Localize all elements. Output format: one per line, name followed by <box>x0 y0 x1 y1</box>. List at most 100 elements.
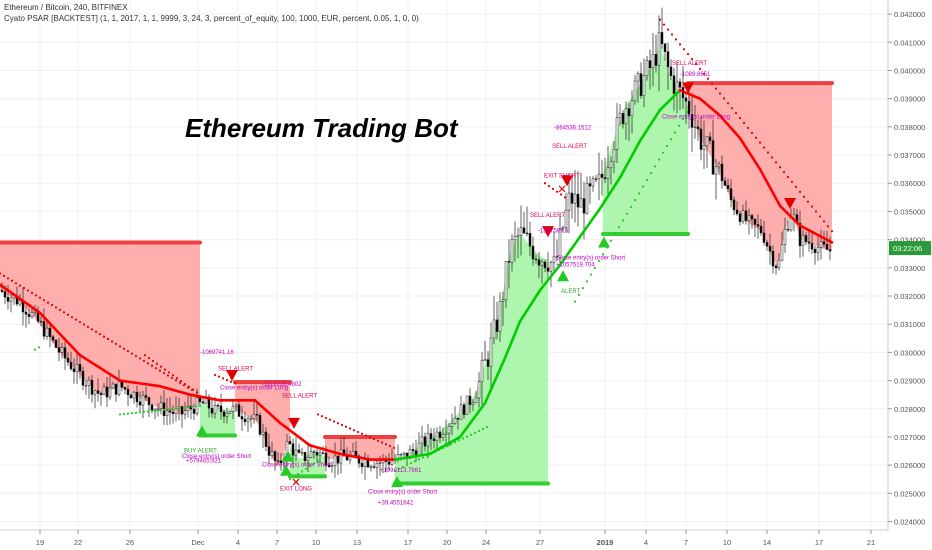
moving-average-segment <box>758 167 782 208</box>
psar-dot <box>340 423 344 427</box>
candle-down <box>774 265 778 269</box>
psar-dot <box>146 410 150 413</box>
candle-down <box>813 248 817 253</box>
psar-dot <box>360 432 364 435</box>
trade-fill-short <box>235 381 290 467</box>
candle-down <box>576 193 580 208</box>
candle-up <box>102 386 106 395</box>
x-tick-label: 4 <box>644 538 648 547</box>
y-tick-label: 0.031000 <box>894 320 925 329</box>
psar-dot <box>118 345 122 348</box>
y-tick-label: 0.039000 <box>894 95 925 104</box>
exit-cross-icon <box>558 185 566 193</box>
trade-annotation: EXIT SHORT <box>544 174 580 180</box>
x-tick-label: 7 <box>275 538 279 547</box>
candle-up <box>252 414 256 419</box>
candle-up <box>819 241 823 248</box>
indicator-line: Cyato PSAR [BACKTEST] (1, 1, 2017, 1, 1,… <box>4 14 419 23</box>
psar-dot <box>734 112 738 115</box>
psar-dot <box>186 406 190 409</box>
candle-up <box>111 383 115 389</box>
candle-down <box>495 319 499 332</box>
psar-dot <box>653 165 657 168</box>
psar-dot <box>453 441 457 444</box>
candle-up <box>369 466 373 468</box>
psar-dot <box>30 291 34 294</box>
candle-down <box>723 180 727 186</box>
psar-dot <box>217 375 221 378</box>
candle-up <box>183 410 187 415</box>
candle-down <box>66 357 70 363</box>
candle-up <box>18 300 22 305</box>
x-tick-label: 24 <box>482 538 490 547</box>
candle-down <box>219 405 223 413</box>
candle-down <box>627 108 631 117</box>
exit-cross-icon <box>292 478 300 486</box>
candle-down <box>588 183 592 187</box>
moving-average-segment <box>458 401 487 439</box>
trade-annotation: +579465.821 <box>186 458 222 464</box>
candle-down <box>786 228 790 231</box>
candle-down <box>72 368 76 372</box>
candle-down <box>768 245 772 252</box>
candle-down <box>264 431 268 447</box>
candle-up <box>480 360 484 382</box>
buy-triangle-icon <box>280 464 292 476</box>
candle-up <box>489 337 493 367</box>
candle-up <box>552 256 556 263</box>
psar-dot <box>818 215 822 218</box>
candle-down <box>531 245 535 260</box>
moving-average-segment <box>0 283 42 315</box>
psar-dot <box>368 436 372 439</box>
candle-down <box>639 73 643 96</box>
buy-triangle-icon <box>196 425 208 437</box>
candle-up <box>156 408 160 410</box>
psar-dot <box>198 404 202 408</box>
psar-dot <box>621 219 625 222</box>
psar-dot <box>194 405 198 408</box>
trade-annotation: SELL ALERT <box>282 394 317 400</box>
candle-down <box>69 361 73 370</box>
candle-down <box>825 244 829 250</box>
psar-dot <box>666 28 670 31</box>
candle-up <box>132 391 136 399</box>
candle-down <box>135 391 139 403</box>
psar-dot <box>372 437 376 441</box>
candle-up <box>270 451 274 456</box>
sell-triangle-icon <box>288 417 300 429</box>
psar-dot <box>159 365 163 368</box>
time-axis[interactable]: 19 22 26 Dec 4 7 10 13 17 20 24 27 2019 4 7 10 14 17 21 <box>0 529 888 547</box>
candle-down <box>99 393 103 395</box>
psar-dot <box>233 382 237 385</box>
candle-down <box>570 192 574 204</box>
candle-down <box>759 225 763 234</box>
psar-dot <box>746 126 750 130</box>
psar-dot <box>405 464 409 467</box>
psar-dot <box>106 337 110 341</box>
candle-down <box>126 388 130 396</box>
psar-dot <box>58 308 62 311</box>
candle-up <box>117 381 121 395</box>
candle-down <box>180 406 184 415</box>
psar-dot <box>195 391 199 394</box>
candle-up <box>741 210 745 222</box>
candle-down <box>279 460 283 464</box>
psar-dot <box>782 171 786 174</box>
candle-up <box>390 460 394 465</box>
psar-dot <box>154 409 158 412</box>
candle-down <box>522 227 526 234</box>
candle-up <box>714 166 718 175</box>
trade-annotation: +1057519.704 <box>556 262 595 268</box>
psar-dot <box>86 325 90 328</box>
moving-average-segment <box>428 435 462 456</box>
psar-dot <box>798 190 802 193</box>
candle-up <box>633 80 637 102</box>
price-axis[interactable]: 0.024000 0.025000 0.026000 0.027000 0.028000… <box>887 0 931 530</box>
trade-annotations: -1069741.16 SELL ALERT Close entry(s) orde… <box>182 61 730 507</box>
candle-up <box>249 418 253 420</box>
candle-up <box>75 364 79 372</box>
candle-down <box>594 178 598 180</box>
candle-up <box>477 381 481 399</box>
trade-annotation: SELL ALERT <box>530 213 565 219</box>
